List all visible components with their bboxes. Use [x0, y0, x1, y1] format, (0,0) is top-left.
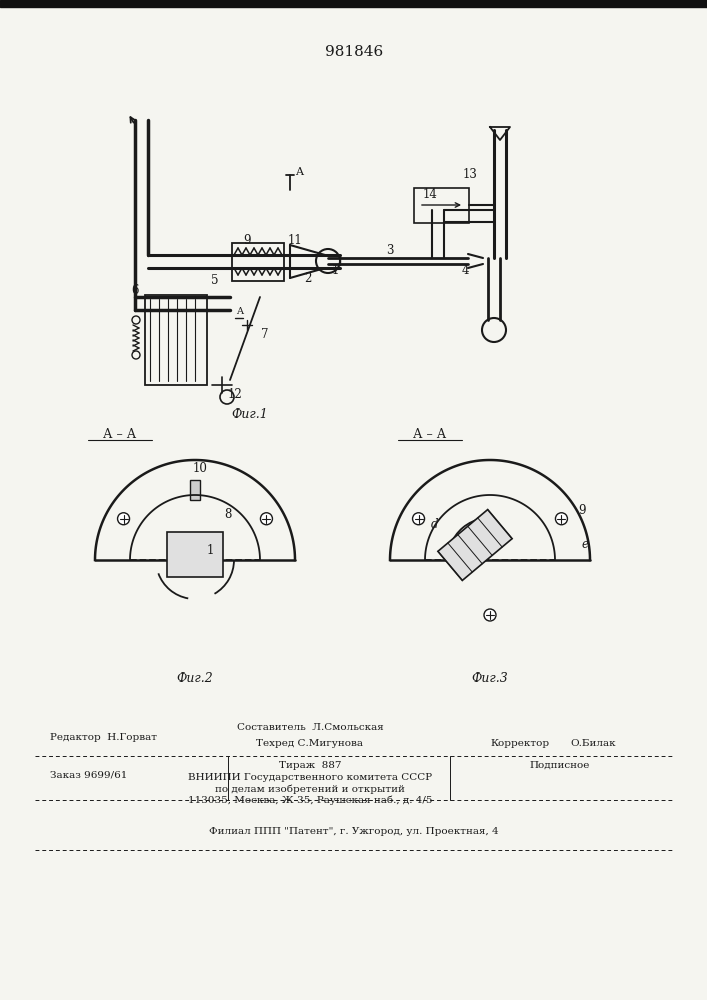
Text: 11: 11 — [288, 233, 303, 246]
Text: A: A — [237, 308, 243, 316]
Text: О.Билак: О.Билак — [570, 738, 616, 748]
Bar — [190, 480, 200, 500]
Text: 3: 3 — [386, 243, 394, 256]
Text: 8: 8 — [224, 508, 231, 521]
Circle shape — [117, 513, 129, 525]
Circle shape — [556, 513, 568, 525]
Circle shape — [260, 513, 272, 525]
Text: А – А: А – А — [414, 428, 447, 442]
Text: Фиг.3: Фиг.3 — [472, 672, 508, 684]
Text: по делам изобретений и открытий: по делам изобретений и открытий — [215, 784, 405, 794]
Text: Редактор  Н.Горват: Редактор Н.Горват — [50, 734, 157, 742]
Text: 5: 5 — [211, 273, 218, 286]
Circle shape — [413, 513, 424, 525]
Text: 7: 7 — [262, 328, 269, 342]
Text: d: d — [431, 518, 439, 532]
Text: A: A — [295, 167, 303, 177]
Circle shape — [484, 609, 496, 621]
Text: Составитель  Л.Смольская: Составитель Л.Смольская — [237, 724, 383, 732]
Text: 12: 12 — [228, 388, 243, 401]
Text: е: е — [581, 538, 588, 552]
Bar — [414, 188, 469, 223]
Text: Фиг.2: Фиг.2 — [177, 672, 214, 684]
Bar — [232, 243, 284, 281]
Text: 4: 4 — [461, 263, 469, 276]
Text: 9: 9 — [243, 233, 251, 246]
Text: Корректор: Корректор — [490, 738, 549, 748]
Text: Заказ 9699/61: Заказ 9699/61 — [50, 770, 127, 780]
Text: 1: 1 — [332, 263, 339, 276]
Text: 14: 14 — [423, 188, 438, 202]
Text: Подписное: Подписное — [530, 760, 590, 770]
Text: А – А: А – А — [103, 428, 136, 442]
Text: Фиг.1: Фиг.1 — [232, 408, 269, 422]
Text: 981846: 981846 — [325, 45, 383, 59]
Text: 1: 1 — [206, 544, 214, 556]
Text: ВНИИПИ Государственного комитета СССР: ВНИИПИ Государственного комитета СССР — [188, 774, 432, 782]
Bar — [145, 295, 207, 385]
Text: 2: 2 — [304, 271, 312, 284]
Text: Техред С.Мигунова: Техред С.Мигунова — [257, 738, 363, 748]
Bar — [167, 532, 223, 577]
Bar — [0, 0, 707, 7]
Text: 10: 10 — [192, 462, 207, 475]
Text: Тираж  887: Тираж 887 — [279, 760, 341, 770]
Text: 13: 13 — [462, 168, 477, 182]
Text: 6: 6 — [132, 284, 139, 296]
Text: Филиал ППП "Патент", г. Ужгород, ул. Проектная, 4: Филиал ППП "Патент", г. Ужгород, ул. Про… — [209, 828, 499, 836]
Text: 9: 9 — [578, 504, 586, 516]
Text: 113035, Москва, Ж-35, Раушская наб., д. 4/5: 113035, Москва, Ж-35, Раушская наб., д. … — [188, 795, 432, 805]
Polygon shape — [438, 510, 512, 580]
